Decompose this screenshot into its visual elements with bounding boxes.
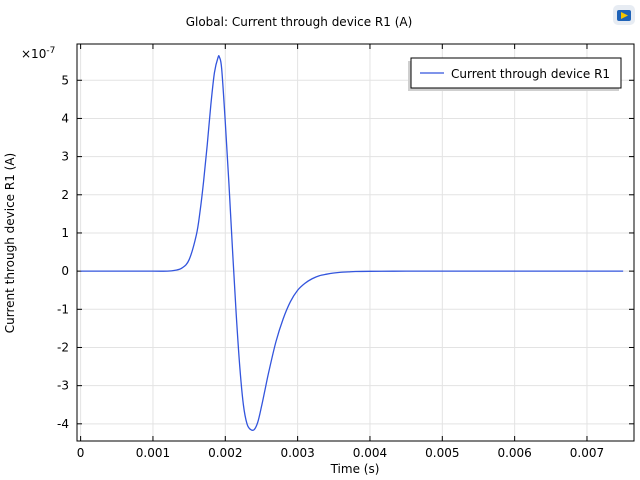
x-tick-label: 0.005 (425, 446, 459, 460)
y-tick-label: -1 (57, 302, 69, 316)
y-axis-title: Current through device R1 (A) (3, 153, 17, 333)
y-multiplier: ×10-7 (21, 46, 55, 61)
x-tick-labels: 0 0.001 0.002 0.003 0.004 0.005 0.006 0.007 (77, 446, 604, 460)
legend-box (410, 57, 622, 89)
grid (77, 44, 634, 441)
legend-label: Current through device R1 (451, 67, 610, 81)
x-axis-title: Time (s) (330, 462, 380, 476)
y-tick-label: 4 (61, 111, 69, 125)
y-tick-label: 2 (61, 188, 69, 202)
y-tick-label: 1 (61, 226, 69, 240)
y-tick-label: 0 (61, 264, 69, 278)
x-tick-label: 0.007 (570, 446, 604, 460)
legend: Current through device R1 (408, 57, 622, 91)
x-tick-label: 0.004 (353, 446, 387, 460)
series-line-current-through-device-r1 (80, 55, 624, 432)
x-tick-label: 0.002 (208, 446, 242, 460)
y-tick-labels: -4 -3 -2 -1 0 1 2 3 4 5 (57, 73, 69, 431)
y-tick-label: -4 (57, 417, 69, 431)
y-tick-label: 3 (61, 150, 69, 164)
y-tick-label: -3 (57, 379, 69, 393)
y-multiplier-exponent: -7 (46, 46, 55, 56)
chart-title: Global: Current through device R1 (A) (186, 15, 413, 29)
x-tick-label: 0 (77, 446, 85, 460)
x-tick-label: 0.006 (497, 446, 531, 460)
plot-frame (76, 43, 635, 442)
x-tick-label: 0.003 (280, 446, 314, 460)
x-tick-label: 0.001 (136, 446, 170, 460)
y-tick-label: -2 (57, 340, 69, 354)
y-tick-label: 5 (61, 73, 69, 87)
comsol-logo-icon[interactable] (613, 5, 635, 25)
y-multiplier-base: ×10 (21, 47, 46, 61)
